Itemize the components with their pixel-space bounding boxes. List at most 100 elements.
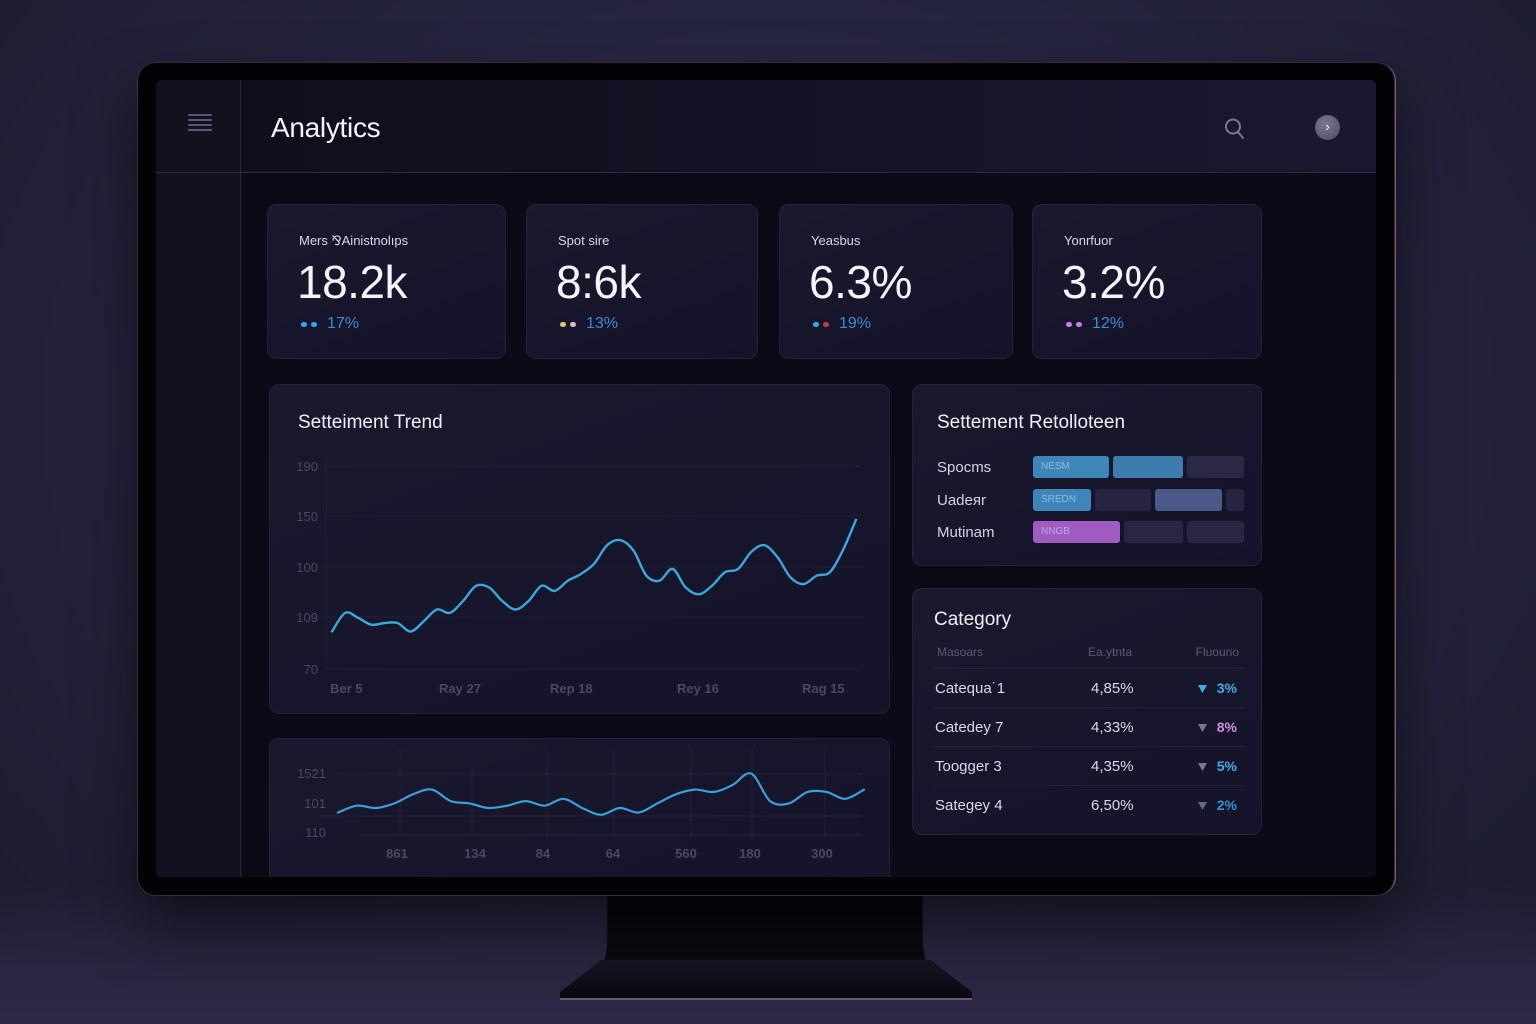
axis-tick-label: 180 [739,846,761,861]
category-name: Catedey 7 [935,719,1004,736]
axis-tick-label: 861 [386,846,408,861]
kpi-label: Mers ⅋Ainistnolıps [299,233,409,248]
kpi-dots-icon [813,321,829,327]
sentiment-row-label: Uadeяr [937,491,986,509]
bar-segment[interactable] [1226,489,1244,511]
trend-line-chart[interactable]: 190 150 100 109 70 Ber 5 Ray 27 Rep 18 Rey 16 Ra… [270,385,891,715]
column-header[interactable]: Masoars [937,645,984,659]
card-title: Settement Retolloteen [937,412,1126,433]
sentiment-bar: NNGB [1033,521,1244,543]
axis-tick-label: 100 [296,560,318,575]
card-title: Setteiment Trend [298,412,443,433]
sentiment-trend-card: Setteiment Trend 190 150 100 109 70 Ber 5 Ray… [269,384,890,714]
sentiment-breakdown-card: Settement Retolloteen Spocms NESM Uadeяr SR… [912,384,1262,566]
sentiment-row-label: Mutinam [937,523,995,541]
kpi-card[interactable]: Mers ⅋Ainistnolıps 18.2k 17% [267,204,506,359]
category-change: 8% [1216,719,1237,735]
page-title: Analytics [271,112,381,143]
sentiment-row[interactable]: Spocms NESM [937,456,1244,478]
category-value: 6,50% [1091,797,1134,814]
axis-tick-label: Ber 5 [330,681,363,696]
trend-down-icon [1198,724,1207,732]
axis-tick-label: 1521 [297,766,326,781]
table-row[interactable]: Toogger 3 4,35% 5% [933,746,1245,785]
trend-down-icon [1198,685,1207,693]
axis-tick-label: 70 [304,662,318,677]
avatar[interactable]: › [1315,115,1340,140]
kpi-value: 6.3% [809,256,912,308]
bar-segment[interactable] [1124,521,1183,543]
sentiment-row[interactable]: Mutinam NNGB [937,521,1244,543]
kpi-dots-icon [1066,321,1082,327]
axis-tick-label: 101 [304,796,326,811]
bar-segment[interactable]: NNGB [1033,521,1120,543]
axis-tick-label: 190 [296,459,318,474]
kpi-value: 8:6k [556,256,641,308]
axis-tick-label: 64 [606,846,621,861]
axis-tick-label: Rag 15 [802,681,845,696]
top-bar: Analytics › [241,80,1376,173]
bar-segment[interactable]: SREDN [1033,489,1091,511]
trend-down-icon [1198,802,1207,810]
axis-tick-label: Ray 27 [439,681,481,696]
bar-segment[interactable]: NESM [1033,456,1109,478]
kpi-change-value: 19% [839,315,872,332]
axis-tick-label: 110 [305,825,326,840]
kpi-label: Yonrfuor [1064,233,1113,248]
bar-segment[interactable] [1187,456,1244,478]
sentiment-row-label: Spocms [937,458,992,476]
bar-segment[interactable] [1113,456,1183,478]
category-change: 3% [1216,680,1237,696]
axis-tick-label: 560 [675,846,697,861]
kpi-dots-icon [301,321,317,327]
kpi-change: 19% [813,315,871,333]
bar-segment[interactable] [1155,489,1222,511]
kpi-value: 18.2k [297,256,408,308]
bar-segment[interactable] [1095,489,1151,511]
sentiment-row[interactable]: Uadeяr SREDN [937,489,1244,511]
monitor-stand-base [560,960,972,1000]
kpi-label: Yeasbus [811,233,861,248]
sentiment-bar: SREDN [1033,489,1244,511]
column-header[interactable]: Fluouno [1195,645,1239,659]
kpi-card[interactable]: Yeasbus 6.3% 19% [779,204,1013,359]
table-row[interactable]: Catedey 7 4,33% 8% [933,707,1245,746]
trend-down-icon [1198,763,1207,771]
kpi-card[interactable]: Yonrfuor 3.2% 12% [1032,204,1262,359]
sidebar-header [156,80,241,173]
axis-tick-label: Rep 18 [550,681,593,696]
kpi-label: Spot sire [558,233,610,248]
category-change: 2% [1216,797,1237,813]
sentiment-bar: NESM [1033,456,1244,478]
column-header[interactable]: Ea.ytnta [1088,645,1133,659]
category-change: 5% [1216,758,1237,774]
card-title: Category [934,609,1012,630]
table-row[interactable]: Sategey 4 6,50% 2% [933,785,1245,824]
category-name: Sategey 4 [935,797,1003,814]
category-table-card: Category Masoars Ea.ytnta Fluouno Catequ… [912,588,1262,835]
search-icon[interactable] [1224,117,1246,141]
category-name: Catequa˙1 [935,680,1006,697]
kpi-change-value: 13% [586,315,619,332]
kpi-dots-icon [560,321,576,327]
kpi-change-value: 12% [1092,315,1125,332]
menu-icon[interactable] [188,114,212,132]
axis-tick-label: 300 [811,846,833,861]
axis-tick-label: 150 [296,509,318,524]
screen: Analytics › Mers ⅋Ainistnolıps 18.2k 17%… [156,80,1376,877]
kpi-card[interactable]: Spot sire 8:6k 13% [526,204,758,359]
axis-tick-label: 84 [536,846,551,861]
category-value: 4,33% [1091,719,1134,736]
table-row[interactable]: Catequa˙1 4,85% 3% [933,668,1245,707]
axis-tick-label: 134 [464,846,486,861]
category-name: Toogger 3 [935,758,1002,775]
kpi-change-value: 17% [327,315,360,332]
bar-segment[interactable] [1187,521,1244,543]
axis-tick-label: 109 [296,610,318,625]
mini-line-chart[interactable]: 1521 101 110 861 134 84 64 560 180 300 [270,739,891,877]
mini-chart-card: 1521 101 110 861 134 84 64 560 180 300 [269,738,890,877]
kpi-change: 13% [560,315,618,333]
kpi-change: 12% [1066,315,1124,333]
axis-tick-label: Rey 16 [677,681,719,696]
category-value: 4,35% [1091,758,1134,775]
